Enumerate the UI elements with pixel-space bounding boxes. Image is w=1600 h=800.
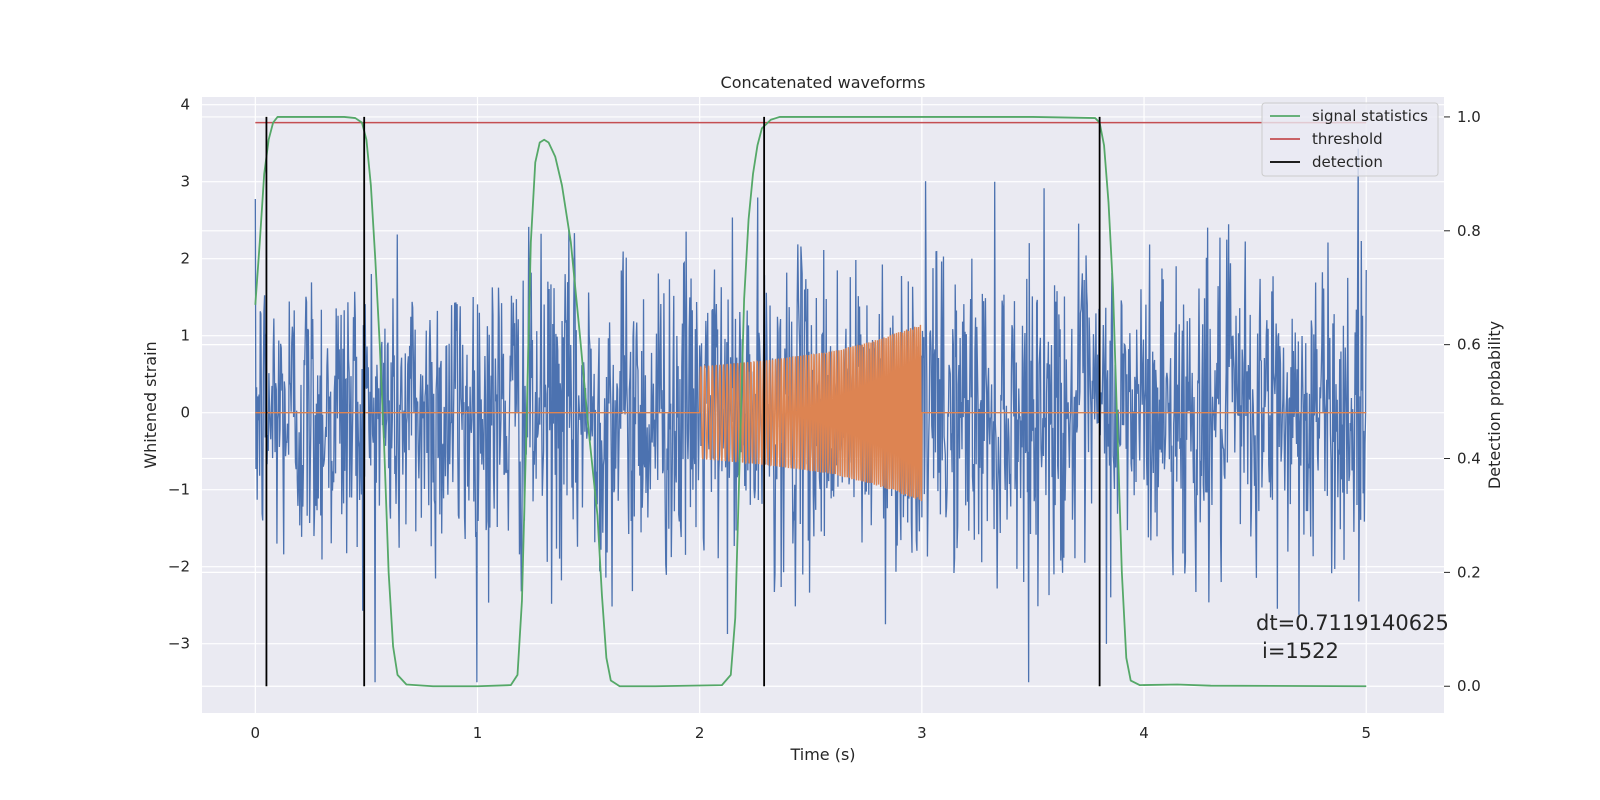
y-axis-label-left: Whitened strain	[141, 341, 160, 468]
x-axis-label: Time (s)	[789, 745, 855, 764]
y-tick-label-left: 1	[180, 327, 190, 345]
legend-label-threshold: threshold	[1312, 130, 1383, 148]
x-tick-label: 3	[917, 724, 927, 742]
y-tick-label-left: −3	[168, 635, 190, 653]
y-tick-label-right: 0.8	[1457, 222, 1481, 240]
legend-box	[1261, 102, 1439, 177]
y-tick-label-right: 0.2	[1457, 563, 1481, 581]
y-tick-label-left: −1	[168, 481, 190, 499]
y-tick-label-right: 1.0	[1457, 108, 1481, 126]
x-tick-label: 2	[695, 724, 705, 742]
series-injected-chirp	[255, 324, 1367, 502]
y-tick-label-left: 3	[180, 173, 190, 191]
x-tick-label: 0	[251, 724, 261, 742]
plot-area	[254, 116, 1367, 688]
tick-labels: 0 1 2 3 4 5 −3 −2 −1 0 1 2 3 4 0.0 0.2 0.4 0.6 0.8 1.0	[168, 96, 1481, 742]
y-tick-label-right: 0.0	[1457, 677, 1481, 695]
y-tick-label-left: −2	[168, 558, 190, 576]
legend-label-signal-statistics: signal statistics	[1312, 107, 1428, 125]
annotation-dt: dt=0.7119140625	[1256, 611, 1449, 635]
y-axis-label-right: Detection probability	[1485, 321, 1504, 489]
legend-label-detection: detection	[1312, 153, 1383, 171]
y-tick-label-right: 0.6	[1457, 336, 1481, 354]
chart-title: Concatenated waveforms	[721, 73, 926, 92]
y-tick-label-right: 0.4	[1457, 450, 1481, 468]
legend: signal statistics threshold detection	[1261, 102, 1439, 177]
y-tick-label-left: 2	[180, 250, 190, 268]
x-tick-label: 5	[1361, 724, 1371, 742]
x-tick-label: 4	[1139, 724, 1149, 742]
x-tick-label: 1	[473, 724, 483, 742]
y-tick-label-left: 0	[180, 404, 190, 422]
y-tick-label-left: 4	[180, 96, 190, 114]
annotation-i: i=1522	[1262, 639, 1339, 663]
